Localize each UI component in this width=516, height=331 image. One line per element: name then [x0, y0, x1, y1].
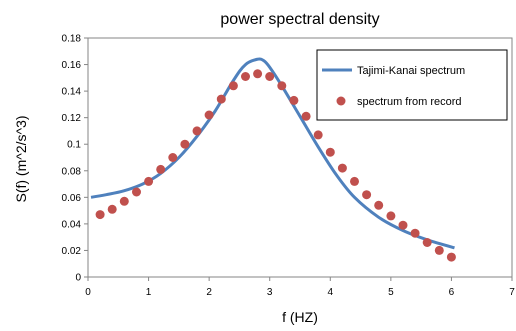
- x-tick-label: 1: [146, 287, 152, 298]
- record-data-point: [265, 72, 275, 81]
- axes: 0 0.02 0.04 0.06 0.08 0.1 0.12 0.14 0.16 0.18 0 1 2 3…: [62, 34, 516, 299]
- y-tick-label: 0.08: [62, 166, 82, 177]
- y-tick-label: 0.02: [62, 246, 82, 257]
- record-data-point: [241, 72, 250, 81]
- record-data-point: [144, 176, 154, 186]
- plot-area-frame: [87, 37, 513, 278]
- record-data-point: [301, 111, 311, 121]
- chart-title: power spectral density: [220, 11, 379, 28]
- record-data-point: [180, 139, 190, 149]
- y-tick-label: 0.04: [62, 219, 82, 230]
- record-data-point: [362, 190, 372, 200]
- legend-box: [316, 49, 508, 121]
- y-tick-label: 0.12: [62, 113, 82, 124]
- y-tick-label: 0.16: [62, 60, 82, 71]
- x-tick-label: 5: [388, 287, 394, 298]
- record-data-point: [253, 69, 263, 79]
- record-data-point: [107, 204, 117, 214]
- record-data-point: [192, 126, 202, 136]
- record-data-point: [289, 95, 299, 105]
- record-data-point: [132, 187, 141, 197]
- y-tick-label: 0.14: [62, 87, 82, 98]
- y-tick-label: 0: [75, 273, 81, 284]
- record-data-point: [350, 176, 359, 186]
- record-data-point: [410, 228, 420, 238]
- record-data-point: [156, 164, 166, 174]
- plot-series: [90, 57, 456, 262]
- record-data-point: [374, 200, 384, 210]
- record-data-point: [398, 220, 408, 230]
- record-data-point: [95, 210, 105, 220]
- record-data-point: [434, 245, 444, 255]
- record-data-point: [446, 252, 456, 262]
- record-data-point: [168, 153, 178, 162]
- y-tick-label: 0.18: [62, 34, 82, 45]
- legend: Tajimi-Kanai spectrum spectrum from reco…: [316, 49, 508, 121]
- record-data-point: [325, 147, 335, 157]
- x-tick-label: 7: [509, 287, 515, 298]
- record-data-point: [119, 196, 129, 206]
- x-tick-label: 2: [206, 287, 212, 298]
- record-data-point: [277, 81, 287, 91]
- x-tick-label: 3: [267, 287, 273, 298]
- record-data-point: [422, 238, 432, 247]
- record-data-point: [337, 163, 347, 173]
- legend-marker-swatch: [336, 96, 346, 106]
- record-data-point: [228, 81, 238, 91]
- record-data-point: [313, 130, 323, 140]
- x-tick-label: 0: [85, 287, 91, 298]
- legend-label-tajimi-kanai: Tajimi-Kanai spectrum: [357, 65, 465, 77]
- x-tick-label: 6: [449, 287, 455, 298]
- y-tick-label: 0.06: [62, 193, 82, 204]
- y-axis-label: S(f) (m^2/s^3): [13, 115, 29, 202]
- record-data-point: [386, 211, 396, 221]
- x-axis-label: f (HZ): [282, 309, 318, 325]
- record-data-point: [216, 94, 226, 104]
- x-tick-label: 4: [328, 287, 334, 298]
- legend-label-record: spectrum from record: [357, 96, 462, 108]
- record-data-point: [204, 110, 214, 120]
- y-tick-label: 0.1: [67, 140, 81, 151]
